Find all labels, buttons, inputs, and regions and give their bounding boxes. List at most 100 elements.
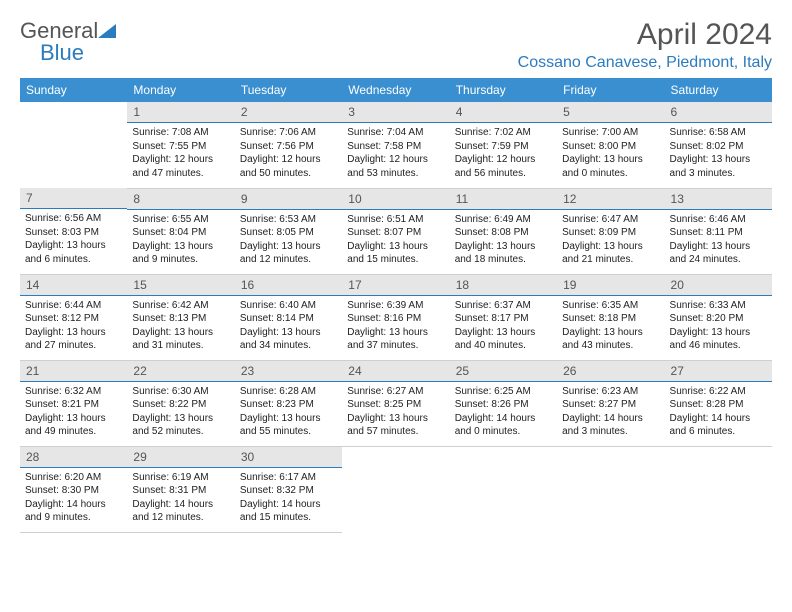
day-number: 29: [127, 447, 234, 468]
sunset-text: Sunset: 8:22 PM: [132, 398, 229, 412]
sunrise-text: Sunrise: 6:55 AM: [132, 213, 229, 227]
location: Cossano Canavese, Piedmont, Italy: [518, 54, 772, 72]
day-details: Sunrise: 6:19 AMSunset: 8:31 PMDaylight:…: [127, 468, 234, 527]
daylight-text: and 46 minutes.: [670, 339, 767, 353]
day-details: Sunrise: 6:32 AMSunset: 8:21 PMDaylight:…: [20, 382, 127, 441]
calendar-cell: 25Sunrise: 6:25 AMSunset: 8:26 PMDayligh…: [450, 360, 557, 446]
sunset-text: Sunset: 8:08 PM: [455, 226, 552, 240]
sunset-text: Sunset: 8:28 PM: [670, 398, 767, 412]
day-number: 23: [235, 361, 342, 382]
day-details: Sunrise: 6:27 AMSunset: 8:25 PMDaylight:…: [342, 382, 449, 441]
day-number: 22: [127, 361, 234, 382]
sunrise-text: Sunrise: 7:04 AM: [347, 126, 444, 140]
sunset-text: Sunset: 8:00 PM: [562, 140, 659, 154]
daylight-text: and 52 minutes.: [132, 425, 229, 439]
day-number: 4: [450, 102, 557, 123]
day-number: 26: [557, 361, 664, 382]
sunrise-text: Sunrise: 7:02 AM: [455, 126, 552, 140]
weekday-header: Friday: [557, 78, 664, 102]
daylight-text: and 6 minutes.: [670, 425, 767, 439]
sunrise-text: Sunrise: 6:35 AM: [562, 299, 659, 313]
calendar-cell: 6Sunrise: 6:58 AMSunset: 8:02 PMDaylight…: [665, 102, 772, 188]
day-number: 12: [557, 189, 664, 210]
sunset-text: Sunset: 8:25 PM: [347, 398, 444, 412]
day-number: 21: [20, 361, 127, 382]
daylight-text: Daylight: 13 hours: [347, 326, 444, 340]
daylight-text: Daylight: 13 hours: [25, 326, 122, 340]
daylight-text: and 15 minutes.: [347, 253, 444, 267]
sunset-text: Sunset: 8:04 PM: [132, 226, 229, 240]
day-details: Sunrise: 6:33 AMSunset: 8:20 PMDaylight:…: [665, 296, 772, 355]
daylight-text: Daylight: 14 hours: [132, 498, 229, 512]
daylight-text: and 18 minutes.: [455, 253, 552, 267]
day-number: 9: [235, 189, 342, 210]
sunrise-text: Sunrise: 6:47 AM: [562, 213, 659, 227]
sunrise-text: Sunrise: 6:46 AM: [670, 213, 767, 227]
sunset-text: Sunset: 8:09 PM: [562, 226, 659, 240]
calendar-cell: 24Sunrise: 6:27 AMSunset: 8:25 PMDayligh…: [342, 360, 449, 446]
daylight-text: and 9 minutes.: [132, 253, 229, 267]
day-details: Sunrise: 7:00 AMSunset: 8:00 PMDaylight:…: [557, 123, 664, 182]
daylight-text: and 24 minutes.: [670, 253, 767, 267]
sunrise-text: Sunrise: 7:06 AM: [240, 126, 337, 140]
weekday-header: Thursday: [450, 78, 557, 102]
calendar-body: 1Sunrise: 7:08 AMSunset: 7:55 PMDaylight…: [20, 102, 772, 532]
daylight-text: Daylight: 13 hours: [25, 239, 122, 253]
day-details: Sunrise: 6:28 AMSunset: 8:23 PMDaylight:…: [235, 382, 342, 441]
sunset-text: Sunset: 8:07 PM: [347, 226, 444, 240]
calendar-cell: [450, 446, 557, 532]
day-details: Sunrise: 6:58 AMSunset: 8:02 PMDaylight:…: [665, 123, 772, 182]
sunrise-text: Sunrise: 6:56 AM: [25, 212, 122, 226]
daylight-text: and 31 minutes.: [132, 339, 229, 353]
day-number: 30: [235, 447, 342, 468]
daylight-text: and 43 minutes.: [562, 339, 659, 353]
day-details: Sunrise: 6:39 AMSunset: 8:16 PMDaylight:…: [342, 296, 449, 355]
daylight-text: and 0 minutes.: [562, 167, 659, 181]
daylight-text: Daylight: 13 hours: [240, 326, 337, 340]
day-details: Sunrise: 7:02 AMSunset: 7:59 PMDaylight:…: [450, 123, 557, 182]
sunrise-text: Sunrise: 6:33 AM: [670, 299, 767, 313]
daylight-text: Daylight: 13 hours: [562, 153, 659, 167]
day-details: Sunrise: 7:08 AMSunset: 7:55 PMDaylight:…: [127, 123, 234, 182]
calendar-cell: 19Sunrise: 6:35 AMSunset: 8:18 PMDayligh…: [557, 274, 664, 360]
calendar-cell: 4Sunrise: 7:02 AMSunset: 7:59 PMDaylight…: [450, 102, 557, 188]
day-details: Sunrise: 6:23 AMSunset: 8:27 PMDaylight:…: [557, 382, 664, 441]
daylight-text: and 15 minutes.: [240, 511, 337, 525]
sunset-text: Sunset: 8:14 PM: [240, 312, 337, 326]
daylight-text: and 53 minutes.: [347, 167, 444, 181]
daylight-text: and 55 minutes.: [240, 425, 337, 439]
weekday-header: Sunday: [20, 78, 127, 102]
weekday-header: Tuesday: [235, 78, 342, 102]
sunset-text: Sunset: 8:21 PM: [25, 398, 122, 412]
sunset-text: Sunset: 8:27 PM: [562, 398, 659, 412]
calendar-cell: 29Sunrise: 6:19 AMSunset: 8:31 PMDayligh…: [127, 446, 234, 532]
sunset-text: Sunset: 8:32 PM: [240, 484, 337, 498]
calendar-cell: 2Sunrise: 7:06 AMSunset: 7:56 PMDaylight…: [235, 102, 342, 188]
sunset-text: Sunset: 8:20 PM: [670, 312, 767, 326]
weekday-header: Saturday: [665, 78, 772, 102]
day-details: Sunrise: 6:47 AMSunset: 8:09 PMDaylight:…: [557, 210, 664, 269]
sunrise-text: Sunrise: 6:58 AM: [670, 126, 767, 140]
sunrise-text: Sunrise: 6:27 AM: [347, 385, 444, 399]
day-details: Sunrise: 6:35 AMSunset: 8:18 PMDaylight:…: [557, 296, 664, 355]
sunrise-text: Sunrise: 6:28 AM: [240, 385, 337, 399]
day-number: 8: [127, 189, 234, 210]
day-number: 19: [557, 275, 664, 296]
calendar-cell: 23Sunrise: 6:28 AMSunset: 8:23 PMDayligh…: [235, 360, 342, 446]
weekday-header: Monday: [127, 78, 234, 102]
day-details: Sunrise: 6:53 AMSunset: 8:05 PMDaylight:…: [235, 210, 342, 269]
daylight-text: and 27 minutes.: [25, 339, 122, 353]
day-number: 17: [342, 275, 449, 296]
day-details: Sunrise: 6:22 AMSunset: 8:28 PMDaylight:…: [665, 382, 772, 441]
daylight-text: Daylight: 13 hours: [455, 326, 552, 340]
calendar-cell: 15Sunrise: 6:42 AMSunset: 8:13 PMDayligh…: [127, 274, 234, 360]
daylight-text: and 57 minutes.: [347, 425, 444, 439]
sunset-text: Sunset: 8:23 PM: [240, 398, 337, 412]
sunrise-text: Sunrise: 6:44 AM: [25, 299, 122, 313]
daylight-text: and 56 minutes.: [455, 167, 552, 181]
day-number: 13: [665, 189, 772, 210]
daylight-text: and 37 minutes.: [347, 339, 444, 353]
daylight-text: Daylight: 13 hours: [132, 240, 229, 254]
daylight-text: and 12 minutes.: [240, 253, 337, 267]
daylight-text: Daylight: 13 hours: [347, 240, 444, 254]
